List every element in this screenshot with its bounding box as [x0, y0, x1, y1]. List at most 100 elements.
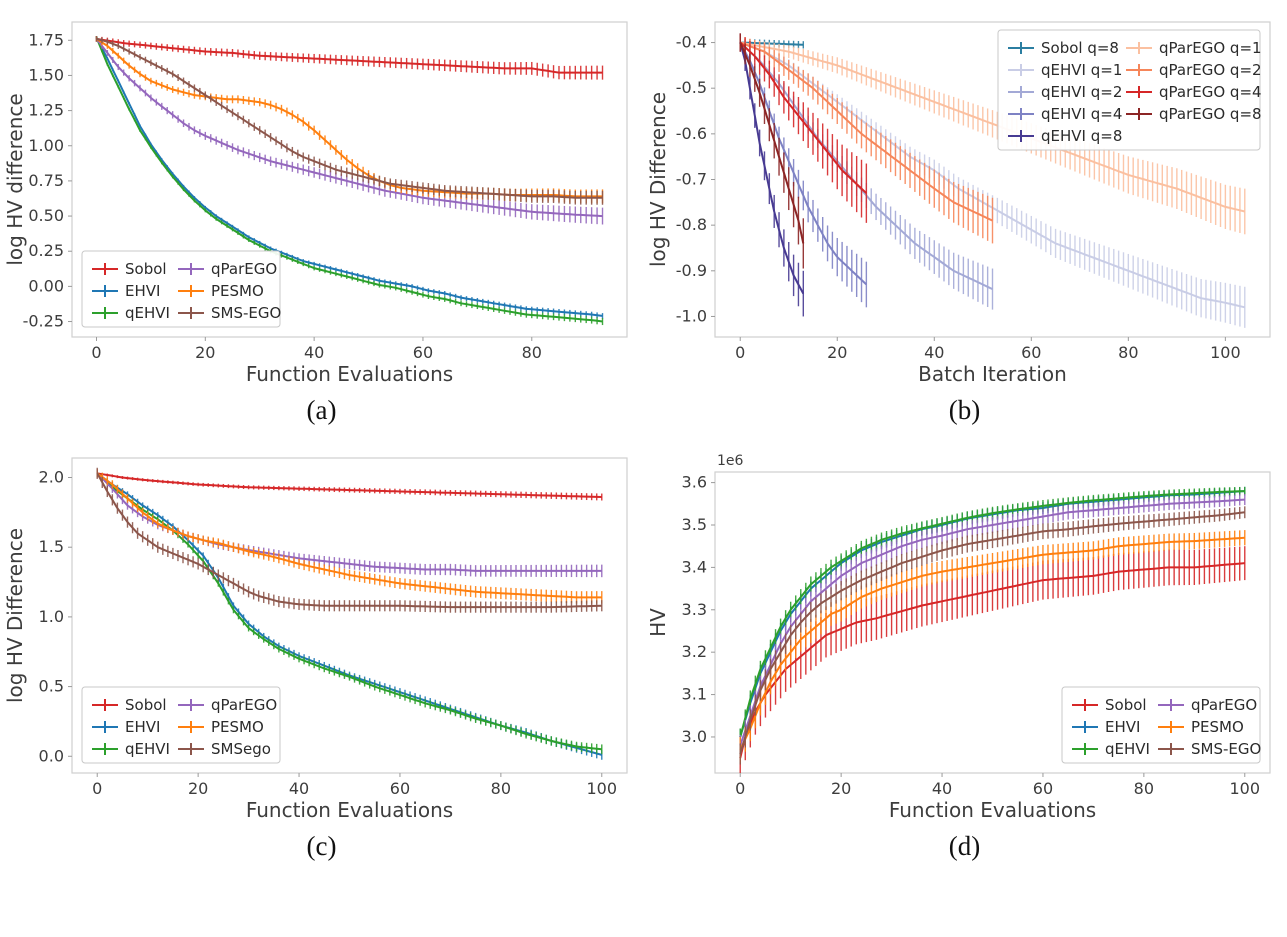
series-layer	[95, 36, 604, 326]
y-axis-label: log HV difference	[4, 93, 27, 265]
chart-b-canvas: 0 20 40 60 80 100 -1.0 -0.9 -0.8 -0.7 -0.6 -0.5 -0.4…	[647, 21, 1271, 386]
series-sobol	[96, 471, 603, 501]
legend-label: SMS-EGO	[211, 304, 281, 322]
x-tick-label: 0	[735, 343, 745, 362]
legend-item: EHVI	[92, 718, 160, 736]
x-tick-label: 20	[827, 343, 847, 362]
y-tick-label: 3.5	[682, 515, 707, 534]
y-tick-label: 1.50	[28, 65, 64, 84]
legend-item: qParEGO q=4	[1126, 83, 1262, 101]
series-qehvi-q-8	[739, 33, 805, 317]
y-tick-label: 3.6	[682, 473, 707, 492]
x-tick-label: 60	[1033, 779, 1053, 798]
y-tick-label: -0.25	[23, 312, 64, 331]
legend-label: qParEGO q=4	[1159, 83, 1262, 101]
figure-grid: 0 20 40 60 80 -0.25 0.00 0.25 0.50 0.75 1.00 1.25 1.…	[0, 21, 1271, 862]
subplot-d-caption: (d)	[948, 831, 981, 861]
x-tick-label: 80	[1118, 343, 1138, 362]
y-tick-label: -0.8	[676, 215, 707, 234]
axes: 0 20 40 60 80 100 -1.0 -0.9 -0.8 -0.7 -0.6 -0.5 -0.4…	[647, 33, 1241, 386]
legend-label: qParEGO q=8	[1159, 105, 1262, 123]
legend-item: qParEGO q=2	[1126, 61, 1262, 79]
x-tick-label: 80	[522, 343, 542, 362]
legend-label: EHVI	[125, 718, 160, 736]
legend-item: qEHVI q=8	[1008, 127, 1122, 145]
legend-label: qParEGO	[211, 696, 277, 714]
legend-item: qParEGO	[178, 260, 277, 278]
series-layer	[739, 486, 1246, 773]
x-tick-label: 40	[924, 343, 944, 362]
legend-item: qParEGO	[1158, 696, 1257, 714]
legend-label: qEHVI q=2	[1041, 83, 1122, 101]
y-tick-label: 1.0	[39, 607, 64, 626]
legend-item: PESMO	[1158, 718, 1244, 736]
y-tick-label: -0.6	[676, 124, 707, 143]
legend-item: qEHVI	[1072, 740, 1150, 758]
y-axis-label: log HV Difference	[4, 528, 27, 703]
legend-item: qParEGO q=1	[1126, 39, 1262, 57]
series-qparego-q-8	[739, 33, 805, 269]
legend-label: PESMO	[211, 282, 264, 300]
y-tick-label: 1.00	[28, 136, 64, 155]
x-tick-label: 100	[586, 779, 617, 798]
y-tick-label: -0.4	[676, 33, 707, 52]
legend-item: qEHVI q=1	[1008, 61, 1122, 79]
legend: Sobol q=8 qEHVI q=1 qEHVI q=2 qEHVI q=4 qEHV…	[997, 29, 1262, 151]
legend-item: SMS-EGO	[178, 304, 281, 322]
series-qparego-q-4	[739, 33, 868, 223]
legend-item: Sobol	[92, 696, 167, 714]
x-tick-label: 40	[304, 343, 324, 362]
legend-item: EHVI	[1072, 718, 1140, 736]
legend-item: qEHVI q=4	[1008, 105, 1122, 123]
y-tick-label: -1.0	[676, 306, 707, 325]
subplot-a-caption: (a)	[306, 395, 337, 425]
legend-label: qEHVI	[125, 740, 170, 758]
legend: Sobol EHVI qEHVI qParEGO PESMO SMS-EGO	[81, 250, 281, 328]
series-layer	[96, 467, 603, 760]
legend-item: qEHVI	[92, 740, 170, 758]
legend-item: qEHVI q=2	[1008, 83, 1122, 101]
legend-label: qEHVI q=4	[1041, 105, 1122, 123]
y-tick-label: 0.50	[28, 206, 64, 225]
subplot-c-caption: (c)	[306, 831, 337, 861]
x-tick-label: 40	[932, 779, 952, 798]
x-tick-label: 20	[195, 343, 215, 362]
legend-label: qParEGO	[211, 260, 277, 278]
legend-label: EHVI	[125, 282, 160, 300]
legend-item: Sobol	[92, 260, 167, 278]
x-tick-label: 20	[188, 779, 208, 798]
legend-label: Sobol	[1105, 696, 1147, 714]
axes: 0 20 40 60 80 100 3.0 3.1 3.2 3.3 3.4 3.5 3.6 Functio…	[647, 453, 1260, 822]
legend-label: qParEGO q=1	[1159, 39, 1262, 57]
x-tick-label: 0	[735, 779, 745, 798]
y-tick-label: 3.1	[682, 685, 707, 704]
x-tick-label: 60	[390, 779, 410, 798]
x-axis-label: Batch Iteration	[918, 362, 1067, 386]
x-axis-label: Function Evaluations	[246, 798, 453, 822]
legend-item: qParEGO q=8	[1126, 105, 1262, 123]
y-tick-label: -0.9	[676, 261, 707, 280]
legend-label: PESMO	[211, 718, 264, 736]
axes: 0 20 40 60 80 -0.25 0.00 0.25 0.50 0.75 1.00 1.25 1.…	[4, 30, 542, 386]
subplot-c: 0 20 40 60 80 100 0.0 0.5 1.0 1.5 2.0 Function Eval…	[0, 444, 643, 862]
x-tick-label: 100	[1210, 343, 1241, 362]
series-qparego	[739, 494, 1246, 757]
legend-label: EHVI	[1105, 718, 1140, 736]
legend-label: Sobol	[125, 696, 167, 714]
x-axis-label: Function Evaluations	[889, 798, 1096, 822]
legend-item: qEHVI	[92, 304, 170, 322]
x-tick-label: 20	[831, 779, 851, 798]
legend-item: qParEGO	[178, 696, 277, 714]
y-axis-label: log HV Difference	[647, 92, 670, 267]
legend-label: PESMO	[1191, 718, 1244, 736]
x-tick-label: 80	[1134, 779, 1154, 798]
y-tick-label: 1.5	[39, 537, 64, 556]
x-tick-label: 60	[1021, 343, 1041, 362]
y-tick-label: 0.5	[39, 677, 64, 696]
y-tick-label: 0.00	[28, 276, 64, 295]
legend-label: qEHVI	[1105, 740, 1150, 758]
legend-label: qEHVI	[125, 304, 170, 322]
y-axis-offset-label: 1e6	[717, 453, 744, 469]
legend-label: SMS-EGO	[1191, 740, 1261, 758]
legend-item: PESMO	[178, 718, 264, 736]
